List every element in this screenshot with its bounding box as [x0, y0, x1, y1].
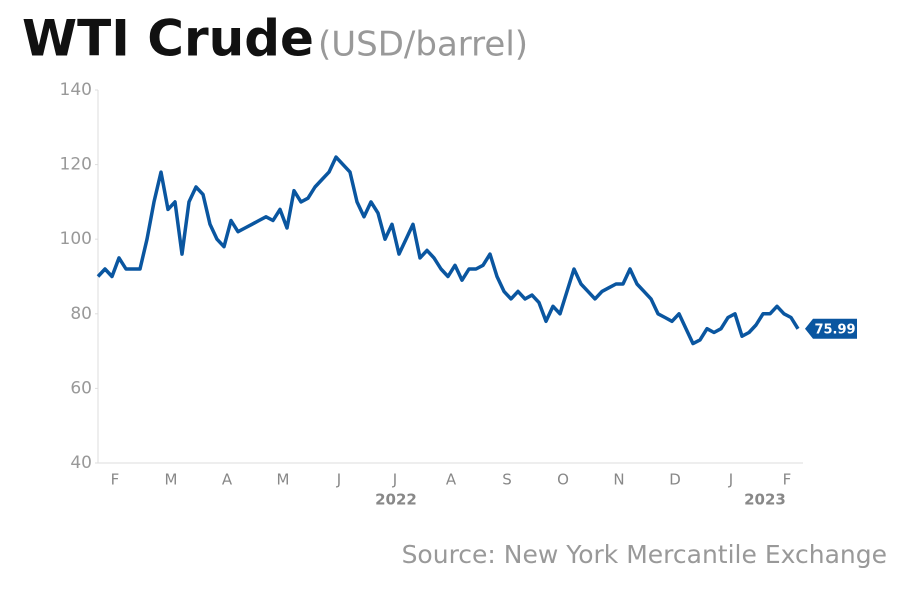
value-tag [805, 318, 857, 339]
price-line [96, 155, 800, 346]
value-label: 75.99 [814, 322, 855, 337]
x-tick-label: N [613, 471, 624, 489]
x-tick-label: J [392, 471, 397, 489]
x-tick-label: J [336, 471, 341, 489]
x-tick-label: A [222, 471, 233, 489]
x-tick-label: A [446, 471, 457, 489]
x-tick-label: F [111, 471, 120, 489]
x-tick-label: S [502, 471, 512, 489]
y-tick-label: 100 [60, 229, 92, 249]
year-label: 2023 [744, 491, 786, 509]
year-label: 2022 [375, 491, 417, 509]
x-tick-label: F [783, 471, 792, 489]
x-tick-label: O [557, 471, 569, 489]
chart-title: WTI Crude [22, 10, 314, 68]
x-tick-label: M [165, 471, 178, 489]
y-tick-label: 40 [70, 453, 92, 473]
source: Source: New York Mercantile Exchange [402, 540, 887, 569]
y-tick-label: 60 [70, 378, 92, 398]
x-tick-label: M [277, 471, 290, 489]
chart-subtitle: (USD/barrel) [318, 25, 528, 65]
x-tick-label: D [669, 471, 681, 489]
y-tick-label: 120 [60, 155, 92, 175]
x-tick-label: J [728, 471, 733, 489]
y-tick-label: 140 [60, 80, 92, 100]
y-tick-label: 80 [70, 304, 92, 324]
